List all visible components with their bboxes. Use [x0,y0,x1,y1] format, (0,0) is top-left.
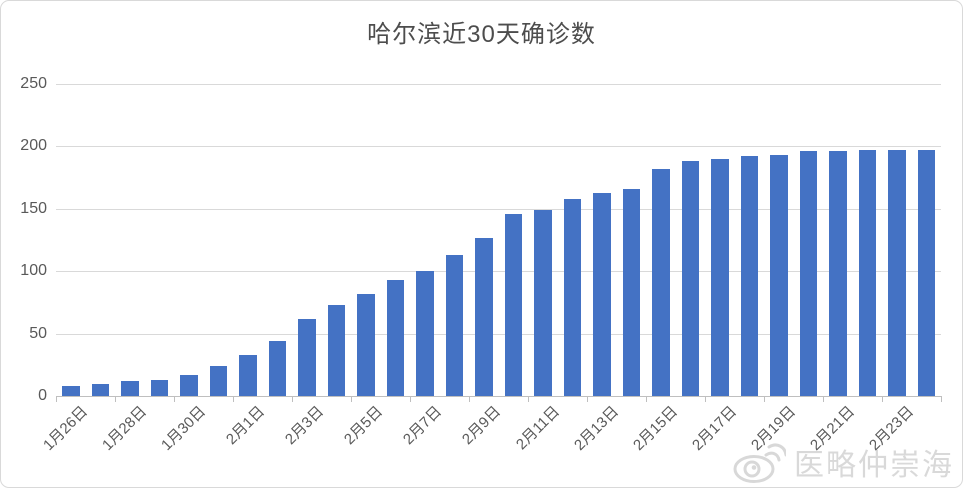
x-axis-line [56,396,942,397]
bar [770,155,788,396]
bar [917,150,935,396]
x-axis-tick [823,397,824,402]
x-axis-tick [233,397,234,402]
y-axis-tick-label: 250 [20,75,47,92]
bar [327,304,345,396]
x-axis-tick [351,397,352,402]
bar [858,150,876,396]
y-axis-tick-label: 50 [29,325,47,342]
bar [829,151,847,396]
gridline [56,271,941,272]
bar [150,379,168,396]
bar [298,318,316,396]
x-axis-tick-label: 2月23日 [865,403,917,454]
x-axis-tick [646,397,647,402]
x-axis-tick [941,397,942,402]
y-axis-tick-label: 200 [20,137,47,154]
bar [593,192,611,396]
bar [239,354,257,396]
x-axis-tick [587,397,588,402]
y-axis-tick-label: 100 [20,262,47,279]
gridline [56,334,941,335]
x-axis-tick [469,397,470,402]
x-axis-tick [115,397,116,402]
bar [622,188,640,396]
bar [563,198,581,396]
bar [799,151,817,396]
x-axis-tick [410,397,411,402]
bar [209,366,227,396]
bar [62,386,80,396]
gridline [56,84,941,85]
bar [121,381,139,396]
x-axis-tick [882,397,883,402]
bar [386,279,404,396]
bar [652,168,670,396]
bar [357,293,375,396]
gridline [56,146,941,147]
bar [180,374,198,396]
bar [888,150,906,396]
bar [740,156,758,396]
bar [475,237,493,396]
x-axis-tick [528,397,529,402]
bar [445,255,463,396]
x-axis-tick [764,397,765,402]
x-axis-tick [56,397,57,402]
x-axis-tick [292,397,293,402]
bar [416,271,434,396]
bar [504,213,522,396]
y-axis-tick-label: 150 [20,200,47,217]
x-axis-tick [174,397,175,402]
bar [681,161,699,396]
bar [91,383,109,396]
bar [268,341,286,396]
bar [534,210,552,396]
y-axis-tick-label: 0 [38,387,47,404]
gridline [56,209,941,210]
chart-title: 哈尔滨近30天确诊数 [367,21,596,48]
bar [711,158,729,396]
x-axis-tick [705,397,706,402]
